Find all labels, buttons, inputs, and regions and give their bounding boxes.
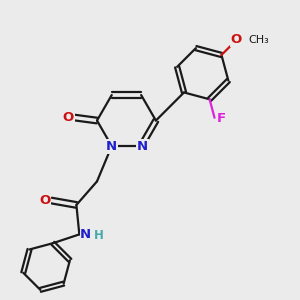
Text: O: O xyxy=(63,111,74,124)
Text: F: F xyxy=(217,112,226,125)
Text: N: N xyxy=(80,228,92,241)
Text: O: O xyxy=(39,194,50,207)
Text: CH₃: CH₃ xyxy=(248,35,269,45)
Text: N: N xyxy=(106,140,117,153)
Text: O: O xyxy=(231,34,242,46)
Text: N: N xyxy=(137,140,148,153)
Text: H: H xyxy=(94,230,104,242)
